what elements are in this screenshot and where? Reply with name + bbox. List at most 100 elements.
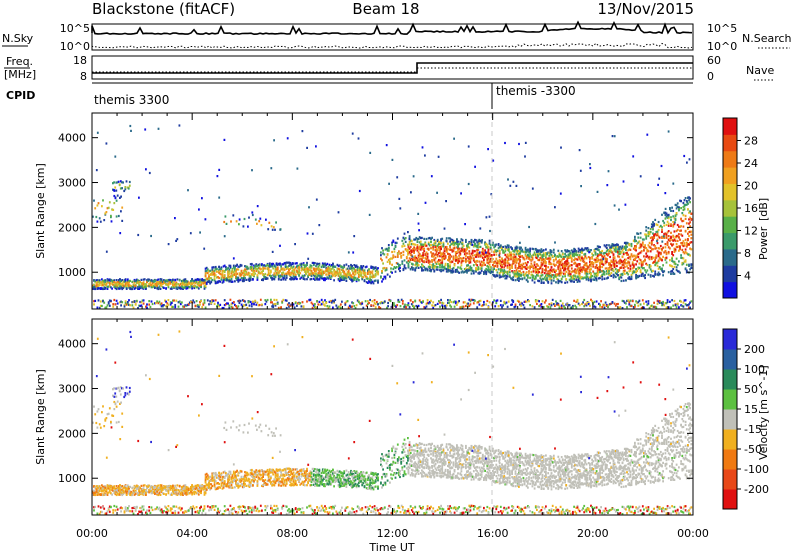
power-cell (315, 272, 317, 275)
power-cell (383, 300, 386, 303)
power-cell (586, 267, 589, 270)
power-cell (645, 271, 648, 274)
power-cell (265, 264, 268, 267)
power-cell (659, 268, 662, 271)
power-cell (673, 217, 676, 220)
power-cell (205, 271, 208, 274)
power-cell (439, 305, 441, 308)
power-cell (92, 284, 94, 287)
power-cell (479, 245, 482, 248)
power-cell (393, 266, 396, 269)
power-cell (548, 270, 551, 273)
power-cell (308, 266, 311, 269)
power-cell (439, 246, 441, 249)
power-cell (432, 263, 435, 266)
power-cell (292, 303, 295, 306)
power-cell (576, 300, 579, 303)
power-cell (237, 300, 240, 303)
power-cell (345, 300, 348, 303)
power-cell (221, 306, 224, 310)
power-cell (451, 241, 454, 244)
power-cell (184, 304, 187, 307)
power-cell (621, 261, 624, 264)
power-cell (638, 258, 641, 261)
power-cell (337, 305, 340, 308)
power-cell (250, 262, 253, 266)
power-cell (658, 273, 661, 276)
power-cell (359, 274, 361, 277)
power-cell (93, 283, 95, 286)
power-cell (504, 277, 507, 280)
power-cell (675, 245, 678, 248)
power-cell (204, 306, 207, 309)
power-cell (431, 255, 433, 258)
power-cell (356, 265, 359, 269)
power-cell (480, 240, 483, 243)
power-cell (610, 244, 613, 247)
power-scatter (92, 124, 693, 310)
power-cell (321, 270, 324, 273)
power-cell (140, 285, 143, 289)
power-cell (373, 267, 376, 270)
power-cell (170, 287, 173, 290)
power-cell (194, 285, 197, 288)
power-cell (632, 264, 635, 267)
power-cell (282, 271, 285, 274)
power-cell (185, 280, 188, 283)
power-cell (563, 255, 565, 259)
power-cell (641, 267, 644, 270)
power-cell (435, 250, 438, 253)
power-cell (197, 305, 200, 308)
power-cell (604, 301, 607, 304)
power-cell (683, 203, 686, 206)
power-cell (307, 268, 309, 271)
power-cell (107, 301, 110, 304)
power-cell (194, 305, 197, 308)
power-cell (596, 257, 599, 260)
power-cell (444, 262, 447, 265)
power-cell (305, 270, 307, 273)
power-cell (652, 269, 654, 272)
power-cell (255, 303, 258, 306)
power-cell (508, 271, 511, 274)
power-cell (371, 272, 374, 275)
power-cell (494, 305, 497, 308)
power-cell (218, 280, 220, 283)
power-cell (567, 267, 570, 270)
power-cell (675, 257, 678, 260)
power-cell (369, 273, 371, 276)
power-cell (257, 266, 260, 269)
power-cell (528, 300, 530, 303)
power-cell (433, 265, 436, 268)
power-cell (564, 255, 566, 258)
power-cell (515, 248, 518, 252)
power-cell (457, 261, 459, 265)
power-cell (515, 273, 518, 276)
power-cell (538, 305, 540, 308)
power-cell (561, 302, 564, 305)
power-cell (503, 263, 506, 266)
power-cell (550, 279, 553, 282)
power-cell (501, 306, 503, 309)
power-cell (434, 253, 437, 256)
power-cell (503, 251, 506, 254)
power-cell (382, 301, 385, 304)
power-cell (589, 270, 591, 274)
power-cell (690, 212, 693, 215)
power-cell (627, 299, 630, 302)
power-cell (598, 249, 600, 252)
power-cell (534, 253, 537, 256)
power-cell (225, 277, 227, 281)
power-cell (635, 239, 637, 242)
power-cell (479, 240, 482, 243)
power-cell (458, 260, 460, 263)
power-cell (434, 241, 437, 244)
power-cell (524, 248, 527, 251)
power-cell (635, 249, 637, 252)
power-cell (120, 283, 122, 286)
power-cell (335, 270, 338, 274)
power-cell (169, 303, 172, 306)
power-cell (434, 240, 437, 243)
power-cell (564, 273, 566, 276)
power-cell (426, 299, 429, 302)
